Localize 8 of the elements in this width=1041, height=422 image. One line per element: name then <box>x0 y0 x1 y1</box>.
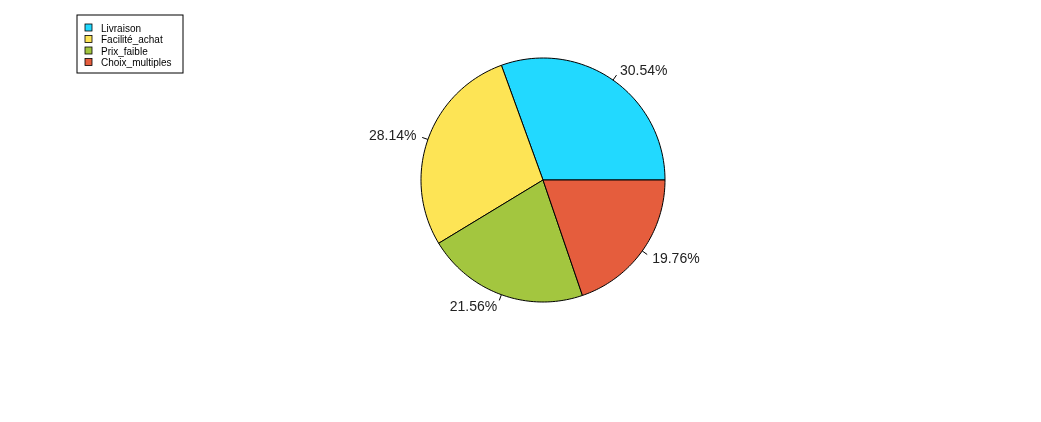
data-label: 21.56% <box>449 298 498 315</box>
legend-label: Prix_faible <box>101 45 149 57</box>
legend-label: Facilité_achat <box>101 34 163 45</box>
data-label: 30.54% <box>620 62 668 79</box>
data-label: 19.76% <box>652 249 700 266</box>
legend-label: Livraison <box>101 22 142 34</box>
data-label: 28.14% <box>368 127 417 144</box>
legend-label: Choix_multiples <box>101 57 172 68</box>
